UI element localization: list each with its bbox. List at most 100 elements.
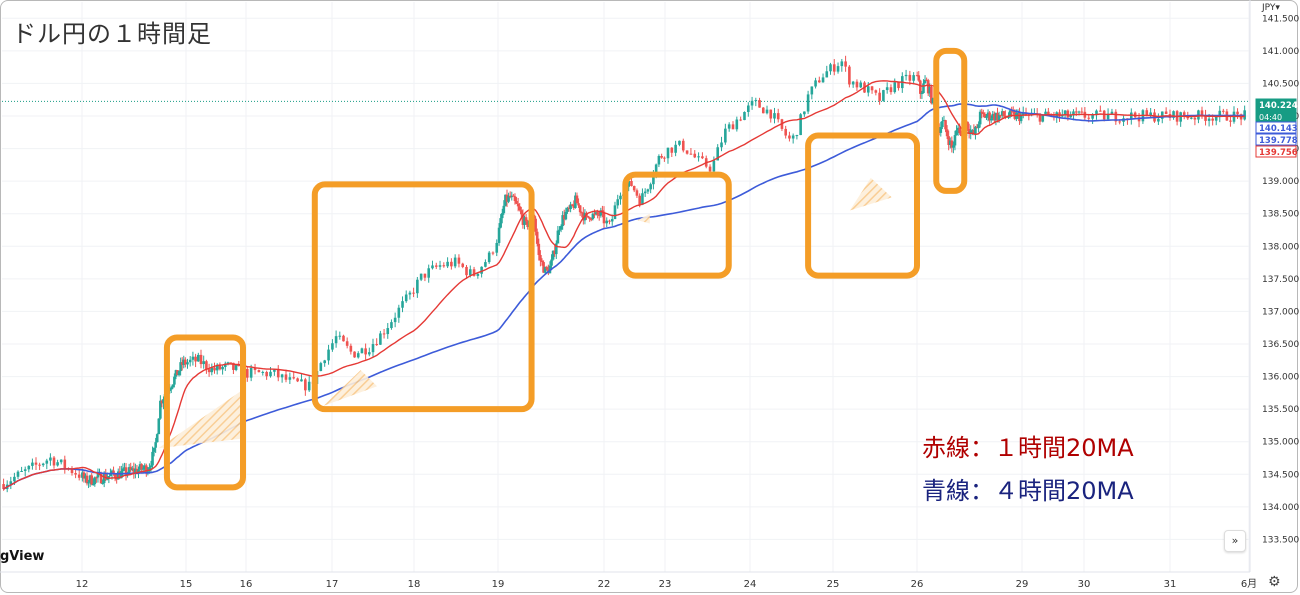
candle-body	[1229, 120, 1232, 122]
candle-body	[572, 205, 576, 208]
candle-body	[393, 317, 397, 323]
candle-body	[112, 470, 115, 475]
candle-body	[928, 86, 932, 94]
legend-ma1h: 赤線：１時間20MA	[922, 434, 1134, 462]
candle-body	[450, 261, 453, 267]
candle-body	[27, 465, 31, 470]
candle-body	[697, 156, 700, 158]
candle-body	[562, 215, 566, 220]
candle-body	[727, 124, 731, 129]
candle-body	[1236, 111, 1239, 115]
candle-body	[226, 362, 230, 364]
x-tick-label: 15	[180, 579, 193, 590]
candle-body	[569, 204, 572, 210]
gear-icon[interactable]: ⚙	[1268, 574, 1281, 590]
y-tick-label: 134.000	[1262, 503, 1299, 513]
candle-body	[1095, 110, 1098, 115]
candle-body	[516, 203, 520, 207]
candle-body	[848, 66, 851, 85]
candle-body	[468, 269, 472, 276]
candle-body	[950, 140, 954, 148]
candle-body	[539, 255, 542, 261]
candle-body	[434, 265, 438, 267]
candle-body	[784, 128, 787, 136]
candle-body	[9, 481, 13, 485]
candle-body	[882, 90, 885, 101]
candle-body	[866, 86, 870, 93]
candle-body	[127, 467, 131, 474]
candle-body	[269, 371, 272, 377]
currency-selector[interactable]: JPY▾	[1262, 3, 1280, 13]
candle-body	[390, 322, 393, 329]
candle-body	[96, 473, 100, 478]
ma4h-price-badge: 140.143	[1255, 121, 1298, 134]
candle-body	[171, 384, 175, 388]
candle-body	[476, 273, 480, 276]
candle-body	[118, 471, 122, 479]
candle-body	[465, 266, 468, 276]
candle-body	[495, 242, 499, 253]
candle-body	[558, 229, 561, 231]
candle-body	[635, 190, 639, 196]
x-axis: 12 15 16 17 18 19 22 23 24 25 26 29 30 31 6月	[76, 578, 1258, 590]
price-badge-bg	[1255, 133, 1297, 146]
candle-body	[121, 468, 125, 472]
candle-body	[13, 476, 16, 482]
candle-body	[601, 210, 604, 212]
candle-body	[148, 467, 151, 472]
candle-body	[280, 374, 284, 378]
candle-body	[982, 112, 985, 115]
candle-body	[574, 195, 577, 208]
price-badge-value: 140.143	[1259, 124, 1298, 134]
candle-body	[63, 459, 67, 469]
candle-body	[593, 213, 596, 215]
ma1h-price-badge: 139.778	[1255, 133, 1298, 146]
candle-body	[1218, 110, 1222, 117]
candle-body	[197, 354, 200, 362]
x-tick-label: 19	[492, 579, 505, 590]
candle-body	[215, 364, 219, 371]
highlight-wedge	[323, 370, 378, 406]
candle-body	[480, 266, 483, 274]
candle-body	[180, 362, 184, 365]
candle-body	[870, 86, 874, 91]
candle-body	[1008, 110, 1012, 117]
candle-body	[925, 79, 928, 81]
candle-body	[1072, 111, 1075, 116]
candle-body	[1106, 113, 1110, 120]
candle-body	[559, 226, 563, 230]
candle-body	[423, 273, 427, 278]
candle-body	[912, 75, 915, 81]
candle-body	[353, 351, 356, 358]
candle-body	[591, 213, 595, 220]
candle-body	[610, 219, 614, 222]
candle-body	[300, 379, 303, 382]
candle-body	[955, 130, 958, 136]
candle-body	[885, 87, 889, 91]
candle-body	[229, 362, 232, 364]
candle-body	[969, 130, 973, 134]
candle-body	[1087, 117, 1091, 119]
candle-body	[1077, 111, 1081, 113]
candle-body	[997, 114, 1001, 121]
candle-body	[978, 111, 982, 125]
candle-body	[319, 363, 323, 371]
price-badge-value: 140.224	[1259, 101, 1298, 111]
x-tick-label: 18	[408, 579, 421, 590]
candle-body	[1186, 116, 1190, 119]
x-tick-label: 26	[911, 579, 924, 590]
candle-body	[508, 195, 512, 198]
candle-body	[245, 369, 249, 378]
candle-body	[1211, 118, 1214, 121]
candle-body	[701, 156, 704, 159]
scroll-to-realtime-button[interactable]: »	[1224, 530, 1246, 552]
candle-body	[155, 434, 159, 443]
candle-body	[288, 377, 292, 380]
candle-body	[608, 220, 611, 222]
candle-body	[113, 474, 117, 478]
candle-body	[1118, 121, 1121, 123]
candle-body	[605, 220, 609, 224]
candle-body	[360, 348, 364, 354]
candle-body	[588, 217, 591, 219]
